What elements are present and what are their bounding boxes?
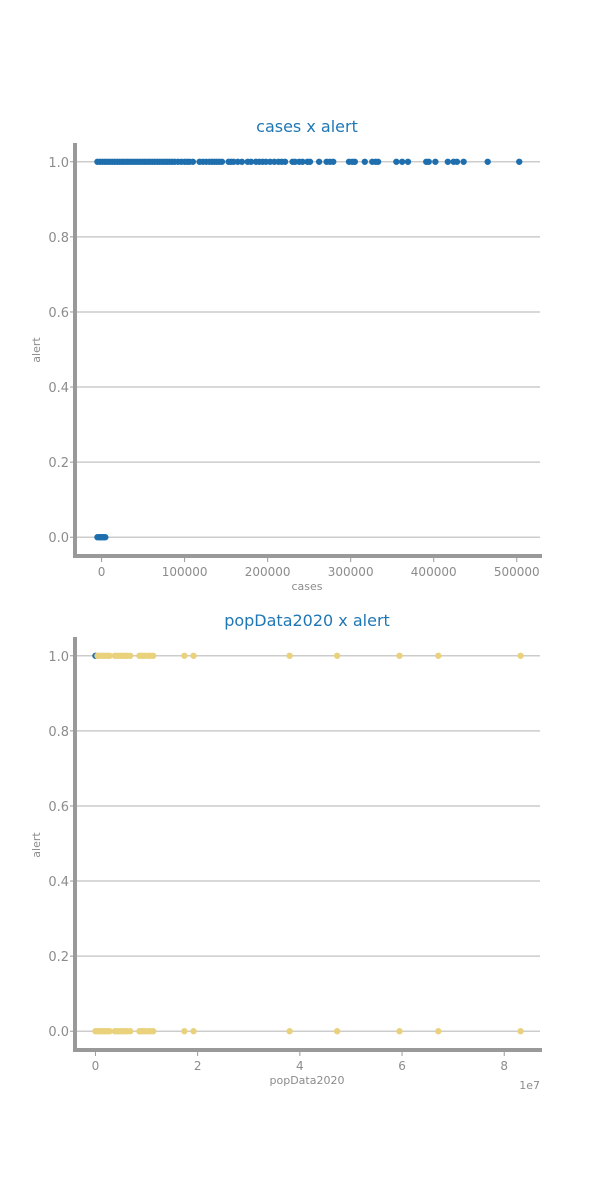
scatter-point bbox=[398, 158, 406, 165]
x-tick-label: 300000 bbox=[328, 565, 374, 579]
scatter-point bbox=[517, 1028, 524, 1035]
scatter-point bbox=[149, 1028, 157, 1035]
scatter-point bbox=[106, 652, 113, 659]
axis-spines bbox=[73, 143, 542, 558]
x-tick-label: 200000 bbox=[245, 565, 291, 579]
x-axis-label: popData2020 bbox=[270, 1074, 345, 1087]
scatter-point bbox=[333, 652, 341, 659]
scatter-point bbox=[517, 652, 524, 659]
scatter-point bbox=[149, 652, 157, 659]
scatter-point bbox=[396, 652, 403, 659]
scatter-point bbox=[181, 1028, 188, 1035]
x-offset-label: 1e7 bbox=[519, 1079, 540, 1092]
x-tick-label: 0 bbox=[92, 1059, 100, 1073]
chart-title: popData2020 x alert bbox=[224, 611, 390, 630]
scatter-point bbox=[453, 158, 461, 165]
scatter-point bbox=[435, 652, 442, 659]
y-tick-label: 0.0 bbox=[48, 1025, 69, 1040]
scatter-point bbox=[238, 158, 246, 165]
y-tick-label: 0.2 bbox=[48, 456, 69, 471]
scatter-point bbox=[190, 1028, 197, 1035]
scatter-point bbox=[396, 1028, 403, 1035]
scatter-point bbox=[374, 158, 382, 165]
axis-spines bbox=[73, 637, 542, 1052]
scatter-point bbox=[126, 652, 134, 659]
y-axis-label: alert bbox=[30, 337, 43, 363]
scatter-point bbox=[333, 1028, 341, 1035]
scatter-point bbox=[330, 158, 337, 165]
scatter-point bbox=[286, 1028, 293, 1035]
y-tick-label: 0.2 bbox=[48, 950, 69, 965]
x-tick-label: 400000 bbox=[411, 565, 457, 579]
chart-title: cases x alert bbox=[256, 117, 358, 136]
y-grid bbox=[75, 161, 540, 538]
y-axis-ticks: 0.0 0.2 0.4 0.6 0.8 1.0 bbox=[48, 156, 73, 546]
x-axis-ticks: 0 2 4 6 8 bbox=[92, 1052, 508, 1073]
chart-popdata2020-x-alert: popData2020 x alert popData2020 alert 0 2… bbox=[30, 611, 542, 1092]
scatter-point bbox=[247, 158, 255, 165]
y-tick-label: 0.6 bbox=[48, 800, 69, 815]
x-tick-label: 4 bbox=[296, 1059, 304, 1073]
scatter-point bbox=[189, 158, 197, 165]
scatter-point bbox=[516, 158, 523, 165]
scatter-point bbox=[361, 158, 368, 165]
x-axis-label: cases bbox=[291, 580, 322, 593]
scatter-points bbox=[94, 158, 523, 541]
y-tick-label: 0.0 bbox=[48, 531, 69, 546]
scatter-point bbox=[435, 1028, 442, 1035]
y-grid bbox=[75, 655, 540, 1032]
scatter-point bbox=[432, 158, 439, 165]
scatter-point bbox=[393, 158, 400, 165]
chart-cases-x-alert: cases x alert cases alert 0 100000 200000 3… bbox=[30, 117, 542, 593]
x-tick-label: 8 bbox=[500, 1059, 508, 1073]
scatter-point bbox=[404, 158, 412, 165]
scatter-point bbox=[126, 1028, 134, 1035]
scatter-point bbox=[425, 158, 432, 165]
scatter-point bbox=[444, 158, 452, 165]
scatter-point bbox=[106, 1028, 113, 1035]
scatter-point bbox=[299, 158, 306, 165]
scatter-point bbox=[218, 158, 226, 165]
x-tick-label: 500000 bbox=[494, 565, 540, 579]
scatter-points bbox=[92, 652, 524, 1035]
scatter-point bbox=[102, 534, 109, 541]
scatter-point bbox=[181, 652, 188, 659]
scatter-point bbox=[315, 158, 323, 165]
y-tick-label: 0.8 bbox=[48, 725, 69, 740]
y-tick-label: 0.4 bbox=[48, 875, 69, 890]
scatter-point bbox=[281, 158, 289, 165]
y-tick-label: 1.0 bbox=[48, 156, 69, 171]
y-axis-ticks: 0.0 0.2 0.4 0.6 0.8 1.0 bbox=[48, 650, 73, 1040]
y-tick-label: 1.0 bbox=[48, 650, 69, 665]
scatter-point bbox=[286, 652, 293, 659]
y-tick-label: 0.4 bbox=[48, 381, 69, 396]
x-tick-label: 100000 bbox=[162, 565, 208, 579]
x-axis-ticks: 0 100000 200000 300000 400000 500000 bbox=[98, 558, 540, 579]
x-tick-label: 6 bbox=[398, 1059, 406, 1073]
scatter-point bbox=[306, 158, 314, 165]
scatter-point bbox=[190, 652, 197, 659]
x-tick-label: 2 bbox=[194, 1059, 202, 1073]
y-tick-label: 0.8 bbox=[48, 231, 69, 246]
scatter-point bbox=[484, 158, 491, 165]
y-tick-label: 0.6 bbox=[48, 306, 69, 321]
scatter-point bbox=[351, 158, 359, 165]
x-tick-label: 0 bbox=[98, 565, 106, 579]
y-axis-label: alert bbox=[30, 832, 43, 858]
scatter-point bbox=[460, 158, 467, 165]
